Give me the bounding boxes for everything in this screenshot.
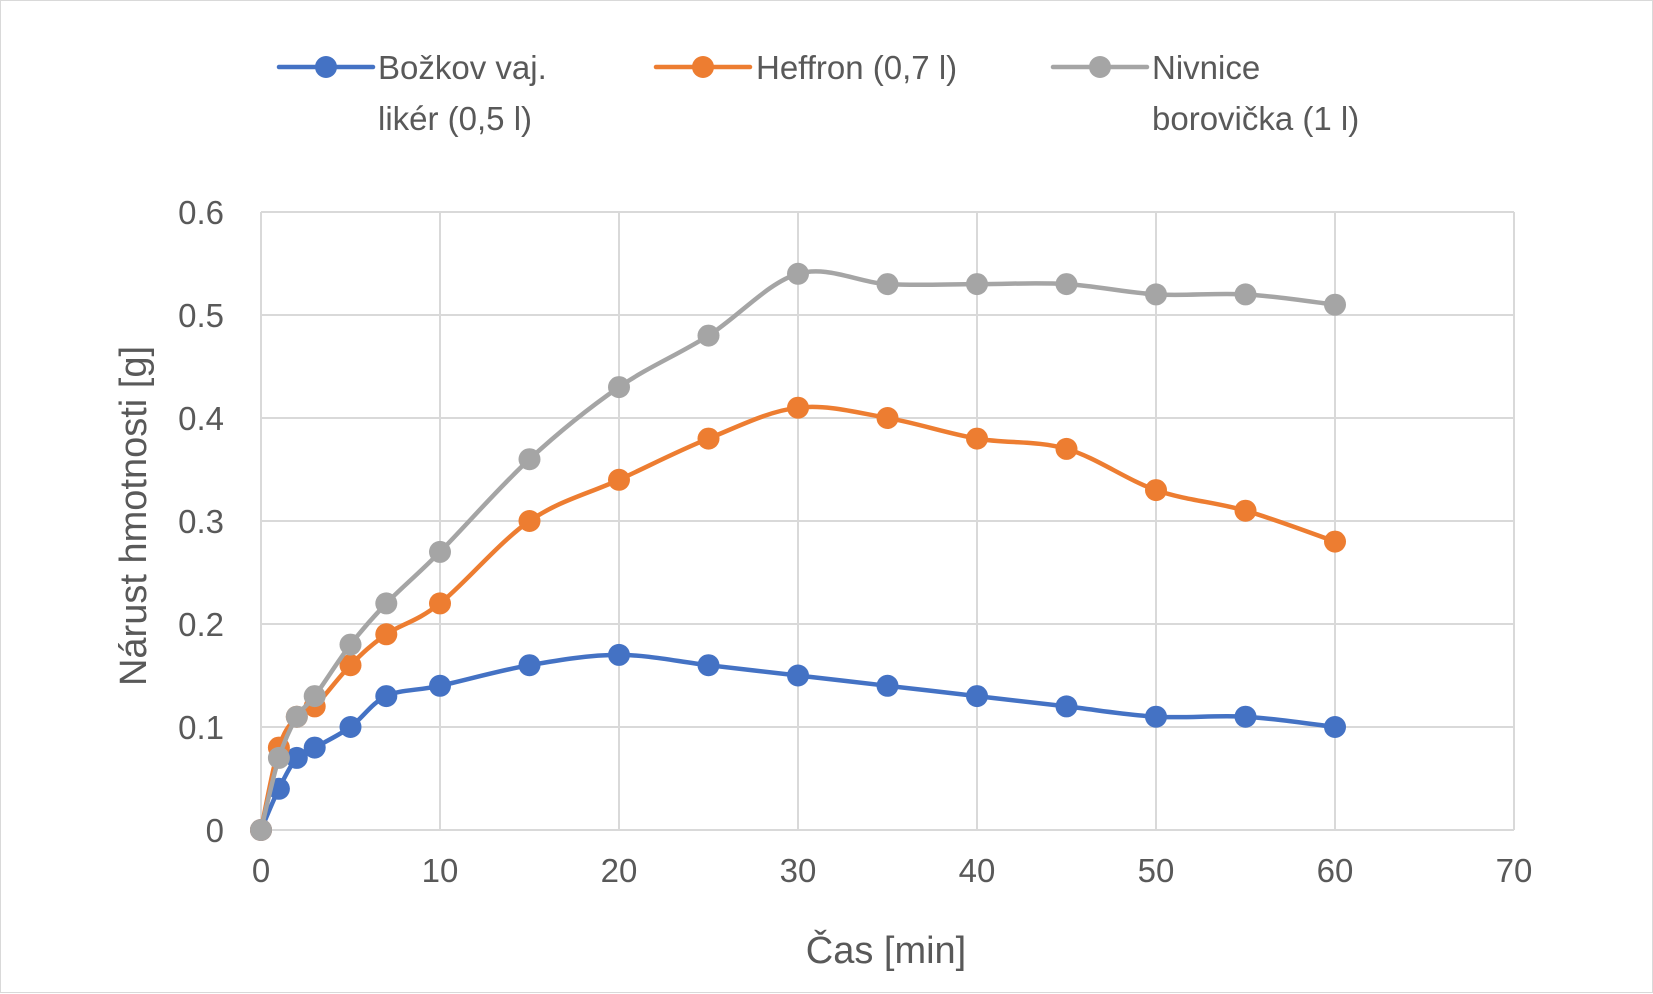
series-layer (250, 262, 1346, 841)
series-1-point (1145, 705, 1167, 728)
y-tick-label: 0 (206, 812, 224, 849)
series-3-point (303, 685, 326, 708)
x-tick-label: 20 (601, 852, 638, 889)
series-2-point (1234, 499, 1257, 522)
y-tick-label: 0.6 (178, 194, 224, 231)
series-1-point (285, 746, 308, 769)
y-axis-title: Nárust hmotnosti [g] (113, 346, 155, 686)
legend-label-1: likér (0,5 l) (378, 100, 532, 137)
x-tick-label: 0 (252, 852, 270, 889)
series-2-point (876, 407, 899, 429)
series-1-point (1324, 716, 1346, 738)
x-tick-label: 10 (422, 852, 459, 889)
series-2-point (787, 396, 809, 419)
x-tick-label: 60 (1317, 852, 1354, 889)
series-2-point (1324, 530, 1346, 553)
series-1-point (787, 664, 809, 687)
series-3-point (429, 540, 451, 563)
legend-layer: Božkov vaj. likér (0,5 l) Heffron (0,7 l) N… (276, 49, 1359, 137)
series-1-point (1055, 695, 1078, 718)
series-1-point (876, 674, 899, 697)
series-2-point (518, 510, 541, 532)
axis-labels-layer: 0 10 20 30 40 50 60 70 0 0.1 0.2 0.3 0.4 0.5 0.6 (178, 194, 1532, 889)
series-3-point (1145, 283, 1167, 306)
series-2-point (429, 592, 451, 615)
legend-label-2: Heffron (0,7 l) (756, 49, 957, 86)
x-tick-label: 40 (959, 852, 996, 889)
y-tick-label: 0.4 (178, 400, 224, 437)
series-2-point (966, 427, 988, 450)
legend-swatch-marker-1 (315, 56, 337, 78)
series-3-point (285, 705, 308, 728)
series-3-point (250, 819, 272, 841)
x-tick-label: 50 (1138, 852, 1175, 889)
legend-label-1: Božkov vaj. (378, 49, 547, 86)
series-2-point (339, 654, 362, 677)
series-1-point (1234, 705, 1257, 728)
series-2-point (1145, 479, 1167, 502)
series-3-point (1234, 283, 1257, 306)
y-tick-label: 0.2 (178, 606, 224, 643)
series-2-point (608, 468, 630, 491)
series-1-point (608, 643, 630, 666)
series-3-point (1324, 293, 1346, 316)
series-3-point (267, 746, 290, 769)
legend-label-3: Nivnice (1152, 49, 1260, 86)
series-3-point (375, 592, 398, 615)
series-3-point (339, 633, 362, 656)
series-2-point (697, 427, 720, 450)
legend-swatch-marker-3 (1089, 56, 1111, 78)
series-3-point (1055, 273, 1078, 296)
series-3-point (518, 448, 541, 471)
series-2-point (1055, 437, 1078, 460)
series-1-point (518, 654, 541, 677)
series-1-point (966, 685, 988, 708)
legend-swatch-marker-2 (692, 56, 714, 78)
legend-label-3: borovička (1 l) (1152, 100, 1359, 137)
x-tick-label: 70 (1496, 852, 1533, 889)
series-2-point (375, 623, 398, 646)
series-3-point (966, 273, 988, 296)
y-tick-label: 0.5 (178, 297, 224, 334)
series-1-point (375, 685, 398, 708)
series-3-point (608, 376, 630, 399)
series-3-point (697, 324, 720, 347)
y-tick-label: 0.1 (178, 709, 224, 746)
series-1-point (429, 674, 451, 697)
series-1-point (303, 736, 326, 759)
series-3-point (787, 262, 809, 285)
series-1-point (339, 716, 362, 738)
y-tick-label: 0.3 (178, 503, 224, 540)
series-1-point (697, 654, 720, 677)
x-tick-label: 30 (780, 852, 817, 889)
series-3-point (876, 273, 899, 296)
x-axis-title: Čas [min] (806, 928, 966, 972)
